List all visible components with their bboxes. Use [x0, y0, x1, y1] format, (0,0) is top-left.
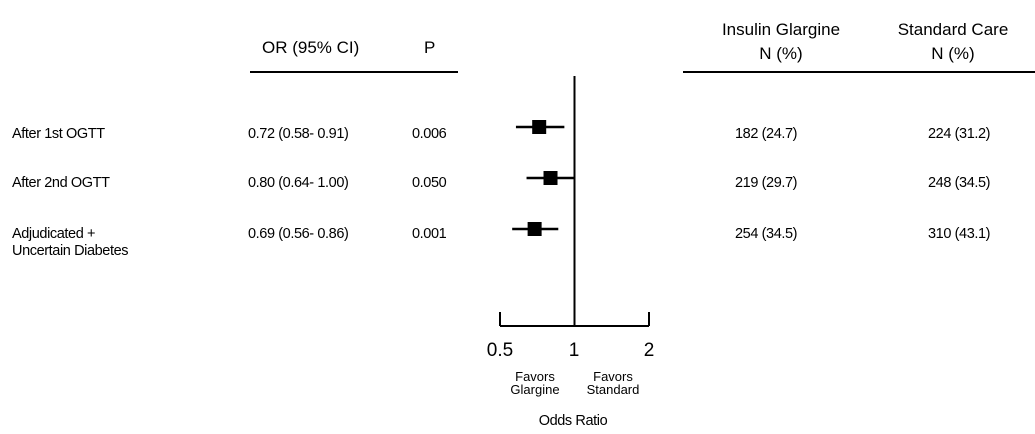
glargine-count: 182 (24.7) [735, 126, 798, 142]
row-label-line-2: Uncertain Diabetes [12, 243, 129, 259]
x-axis-label: Odds Ratio [538, 413, 608, 429]
p-column-header: P [424, 38, 436, 57]
header-rule-left [250, 71, 458, 73]
glargine-count: 219 (29.7) [735, 175, 798, 191]
favors-left-line-2: Glargine [510, 382, 560, 397]
point-estimate [527, 222, 542, 236]
tick-label: 1 [568, 340, 580, 361]
favors-right-line-1: Favors [593, 369, 633, 384]
p-value: 0.006 [412, 126, 447, 142]
p-value: 0.001 [412, 226, 447, 242]
point-estimate [543, 171, 558, 185]
favors-standard-label: Favors Standard [573, 370, 653, 396]
standard-count: 248 (34.5) [928, 175, 991, 191]
glargine-count: 254 (34.5) [735, 226, 798, 242]
row-label: After 2nd OGTT [12, 175, 110, 191]
or-column-header: OR (95% CI) [262, 38, 360, 57]
standard-count: 310 (43.1) [928, 226, 991, 242]
glargine-column-subheader: N (%) [759, 44, 803, 63]
favors-right-line-2: Standard [586, 382, 640, 397]
or-value: 0.72 (0.58- 0.91) [248, 126, 349, 142]
favors-glargine-label: Favors Glargine [500, 370, 570, 396]
p-value: 0.050 [412, 175, 447, 191]
tick-label: 0.5 [486, 340, 514, 361]
standard-column-subheader: N (%) [931, 44, 975, 63]
or-value: 0.80 (0.64- 1.00) [248, 175, 349, 191]
row-label: Adjudicated + [12, 226, 96, 242]
standard-column-header: Standard Care [897, 20, 1009, 39]
or-value: 0.69 (0.56- 0.86) [248, 226, 349, 242]
favors-left-line-1: Favors [515, 369, 555, 384]
tick-label: 2 [643, 340, 655, 361]
header-rule-right [683, 71, 1035, 73]
glargine-column-header: Insulin Glargine [721, 20, 841, 39]
point-estimate [532, 120, 547, 134]
standard-count: 224 (31.2) [928, 126, 991, 142]
row-label: After 1st OGTT [12, 126, 105, 142]
